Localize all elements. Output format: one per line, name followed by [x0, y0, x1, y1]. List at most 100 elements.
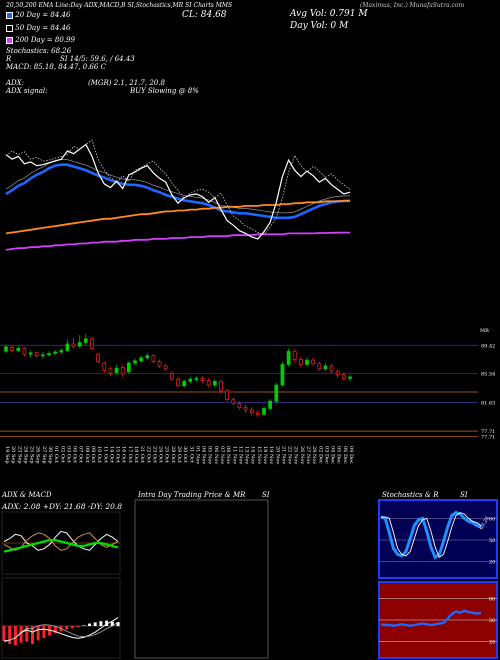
x-tick-label: 15 Nov — [256, 446, 262, 464]
candle-body — [34, 352, 39, 357]
candle-body — [120, 367, 125, 375]
x-tick-label: 09 Oct — [90, 446, 96, 463]
macd-hist-bar — [36, 626, 40, 641]
macd-hist-bar — [42, 626, 46, 638]
candle-body — [237, 402, 242, 409]
adx-line — [3, 539, 119, 553]
x-tick-label: 01 Nov — [194, 446, 200, 464]
candle-body — [323, 365, 328, 370]
x-tick-label: 27 Nov — [305, 446, 311, 464]
x-tick-label: 23 Oct — [151, 446, 157, 463]
candle-body — [317, 363, 322, 370]
macd-hist-bar — [25, 626, 29, 642]
candle-body — [114, 367, 119, 373]
x-tick-label: 25 Oct — [164, 446, 170, 463]
intraday-panel — [134, 499, 269, 659]
ema200-swatch — [6, 36, 13, 44]
x-tick-label: 11 Nov — [231, 446, 237, 464]
x-tick-label: 04 Nov — [201, 446, 207, 464]
candle-body — [176, 378, 180, 387]
candle-body — [335, 370, 340, 376]
candle-body — [268, 400, 272, 409]
legend-ema20: 20 Day = 84.46 — [6, 11, 70, 19]
candle-body — [311, 359, 315, 365]
candle-body — [163, 365, 168, 370]
price-level-label: 85.54 — [481, 372, 495, 378]
ema20-swatch — [6, 11, 13, 19]
macd-hist-bar — [53, 626, 57, 634]
x-tick-label: 12 Nov — [237, 446, 243, 464]
x-tick-label: 20 Sep — [10, 446, 16, 464]
x-tick-label: 05 Dec — [336, 446, 342, 464]
candle-body — [194, 378, 199, 380]
x-tick-label: 02 Dec — [317, 446, 323, 464]
candle-body — [206, 380, 211, 386]
ema20-line — [5, 163, 351, 220]
candle-body — [256, 412, 260, 415]
stoch-si-label: SI — [460, 491, 468, 499]
candle-body — [305, 359, 309, 365]
adx-panel-values: ADX: 2.08 +DY: 21.68 -DY: 20.8 — [2, 502, 123, 511]
candle-body — [274, 384, 279, 402]
company-name: (Maximus, Inc.) MunafaSutra.com — [360, 2, 465, 9]
candle-body — [286, 350, 291, 365]
x-tick-label: 04 Oct — [72, 446, 78, 463]
candle-body — [4, 346, 8, 352]
rsi-panel — [378, 581, 498, 659]
macd-hist-bar — [48, 626, 52, 636]
x-tick-label: 15 Oct — [115, 446, 121, 463]
candle-body — [28, 352, 33, 355]
x-tick-label: 14 Oct — [108, 446, 114, 463]
legend-adx: ADX: — [6, 79, 25, 87]
price-level-label: 77.71 — [481, 434, 495, 440]
candle-body — [262, 408, 266, 415]
candle-body — [342, 374, 346, 379]
signal-dotted-line — [5, 139, 351, 235]
candle-body — [213, 380, 217, 386]
candle-body — [219, 380, 223, 392]
x-tick-label: 29 Oct — [176, 446, 182, 463]
candle-body — [90, 338, 94, 349]
ema50-swatch — [6, 24, 13, 32]
x-tick-label: 18 Oct — [133, 446, 139, 463]
candle-body — [53, 351, 57, 354]
candle-body — [127, 362, 131, 373]
candle-body — [145, 355, 150, 359]
ema200-line — [5, 231, 350, 251]
candle-body — [231, 399, 236, 404]
candle-body — [170, 372, 174, 380]
close-label: CL: 84.68 — [182, 10, 227, 20]
macd-hist-bar — [19, 626, 23, 643]
candle-body — [182, 380, 186, 387]
x-tick-label: 08 Nov — [225, 446, 231, 464]
x-tick-label: 13 Nov — [244, 446, 250, 464]
macd-hist-bar — [105, 620, 109, 626]
price-level-label: 77.71 — [481, 429, 495, 435]
x-tick-label: 16 Oct — [121, 446, 127, 463]
x-tick-label: 01 Oct — [53, 446, 59, 463]
x-tick-label: 30 Sep — [47, 446, 53, 464]
x-tick-label: 02 Oct — [59, 446, 65, 463]
plus-di-line — [3, 530, 119, 551]
x-tick-label: 03 Oct — [65, 446, 71, 463]
candle-body — [299, 358, 303, 365]
candle-body — [10, 347, 14, 351]
stoch-level-label: 80 — [489, 516, 495, 522]
envelope-upper-line — [5, 159, 351, 214]
candle-body — [139, 357, 143, 362]
stoch-panel-title: Stochastics & R — [382, 491, 439, 499]
rsi-level-label: 20 — [489, 640, 495, 646]
candle-body — [65, 343, 70, 351]
x-tick-label: 03 Dec — [323, 446, 329, 464]
candle-body — [280, 364, 285, 386]
stoch-d-line — [381, 512, 482, 558]
x-tick-label: 31 Oct — [188, 446, 194, 463]
x-tick-label: 27 Sep — [41, 446, 47, 464]
legend-r: R — [6, 55, 12, 63]
stoch-level-label: 20 — [489, 560, 495, 566]
macd-hist-bar — [13, 626, 17, 646]
x-tick-label: 20 Nov — [274, 446, 280, 464]
candle-body — [133, 360, 137, 364]
x-tick-label: 17 Oct — [127, 446, 133, 463]
x-tick-label: 18 Nov — [262, 446, 268, 464]
